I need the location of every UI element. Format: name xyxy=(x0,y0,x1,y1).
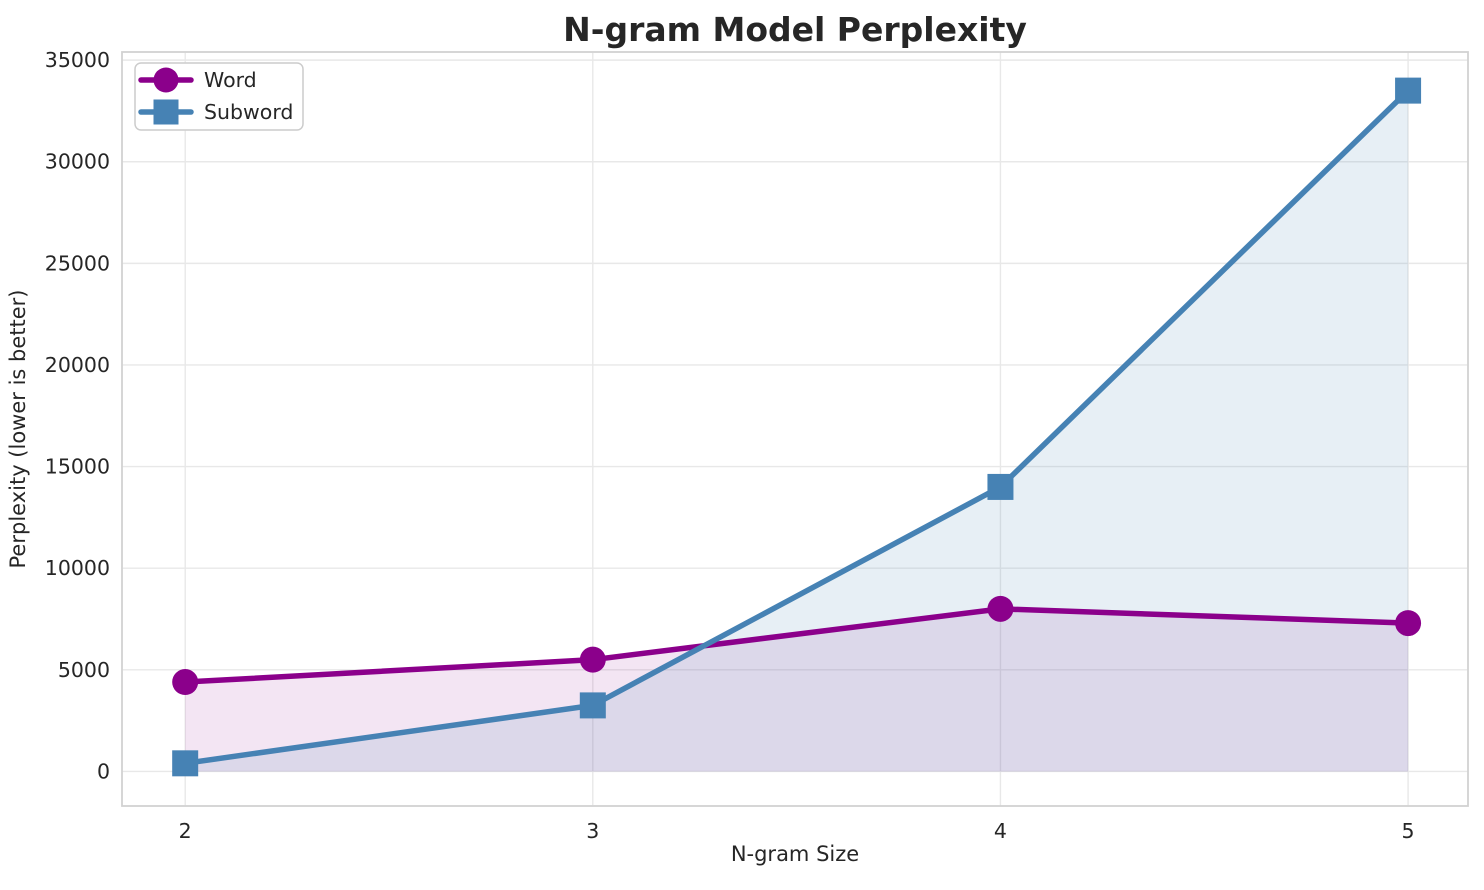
marker-word xyxy=(987,595,1014,622)
y-tick-label: 35000 xyxy=(45,48,110,72)
marker-subword xyxy=(1395,77,1422,104)
marker-word xyxy=(579,646,606,673)
marker-word xyxy=(1395,610,1422,637)
y-tick-label: 0 xyxy=(97,759,110,783)
x-tick-label: 4 xyxy=(994,819,1007,843)
y-tick-label: 10000 xyxy=(45,556,110,580)
legend-label: Subword xyxy=(204,100,293,124)
series-line-word xyxy=(182,606,1411,685)
y-tick-label: 15000 xyxy=(45,455,110,479)
legend-item-subword: Subword xyxy=(138,99,293,125)
marker-subword xyxy=(172,750,199,777)
chart-title: N-gram Model Perplexity xyxy=(563,10,1027,49)
marker-word xyxy=(172,669,199,696)
y-tick-label: 5000 xyxy=(58,658,110,682)
area-fill-subword xyxy=(185,90,1409,772)
plot-border xyxy=(121,51,1469,807)
y-tick-label: 20000 xyxy=(45,353,110,377)
legend-item-word: Word xyxy=(138,67,257,93)
series-line-subword xyxy=(182,87,1411,767)
area-layer xyxy=(185,90,1409,772)
legend-label: Word xyxy=(204,68,257,92)
legend-marker-square xyxy=(153,99,179,125)
legend: Word Subword xyxy=(134,62,304,131)
grid-layer xyxy=(122,52,1468,806)
y-axis-label: Perplexity (lower is better) xyxy=(6,290,30,569)
marker-subword xyxy=(987,473,1014,500)
series-layer xyxy=(172,77,1422,777)
x-tick-label: 3 xyxy=(586,819,599,843)
marker-subword xyxy=(579,692,606,719)
y-tick-label: 30000 xyxy=(45,150,110,174)
x-tick-label: 5 xyxy=(1402,819,1415,843)
area-fill-word xyxy=(185,608,1409,772)
legend-marker-circle xyxy=(153,67,179,93)
tick-layer: 0 5000 10000 15000 20000 25000 30000 35000 2 3 4 5 xyxy=(45,48,1415,843)
y-tick-label: 25000 xyxy=(45,251,110,275)
x-tick-label: 2 xyxy=(179,819,192,843)
x-axis-label: N-gram Size xyxy=(731,842,859,866)
